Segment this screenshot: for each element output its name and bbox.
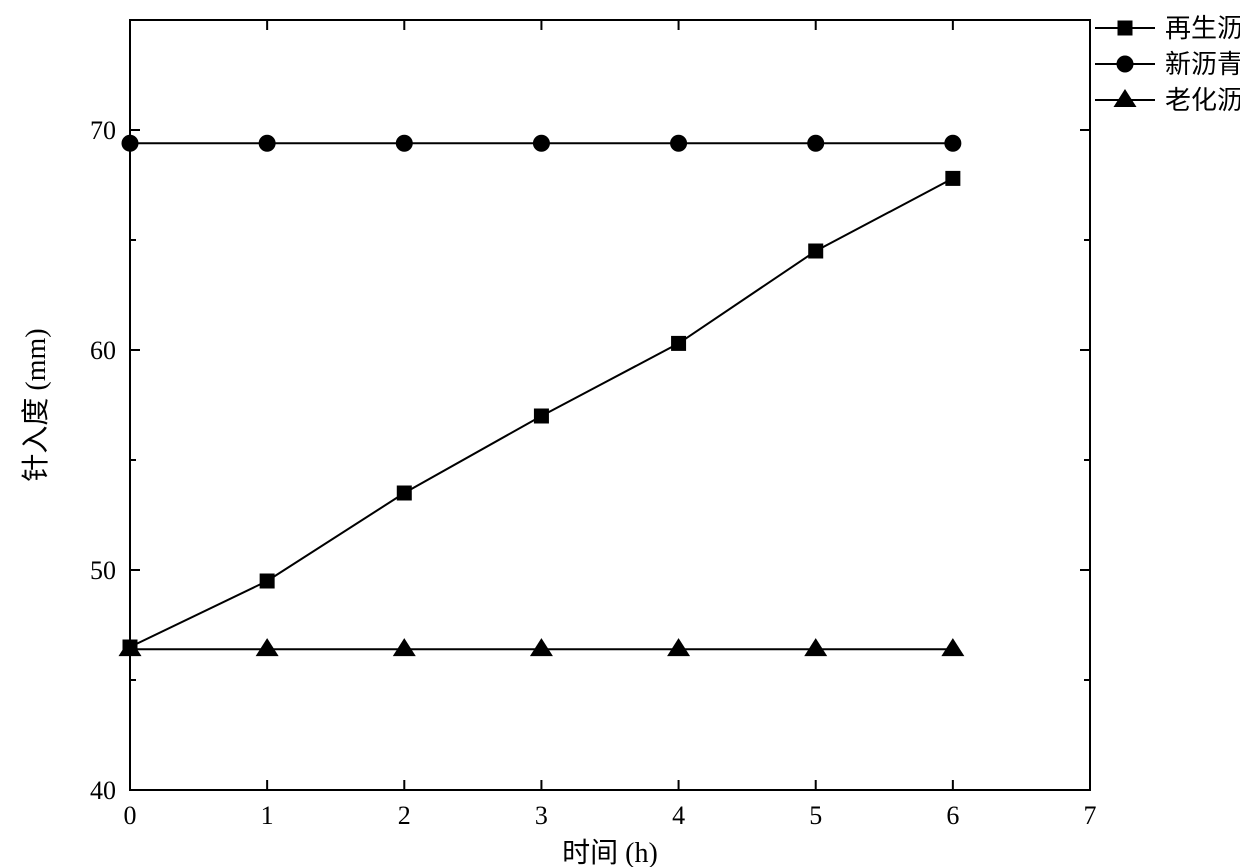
triangle-marker-icon — [668, 639, 689, 656]
triangle-marker-icon — [942, 639, 963, 656]
triangle-marker-icon — [531, 639, 552, 656]
x-tick-label: 5 — [809, 801, 822, 830]
legend-label: 再生沥青 — [1165, 14, 1240, 43]
circle-marker-icon — [808, 135, 824, 151]
x-axis-label: 时间 (h) — [562, 837, 658, 867]
x-tick-label: 2 — [398, 801, 411, 830]
circle-marker-icon — [671, 135, 687, 151]
x-tick-label: 3 — [535, 801, 548, 830]
square-marker-icon — [260, 574, 274, 588]
circle-marker-icon — [259, 135, 275, 151]
square-marker-icon — [809, 244, 823, 258]
legend-label: 老化沥青 — [1165, 86, 1240, 115]
line-chart: 0 1 2 3 4 5 6 7 时间 (h) 40 50 60 70 针入度 (mm) 再生沥青新沥青老化沥… — [0, 0, 1240, 867]
circle-marker-icon — [396, 135, 412, 151]
square-marker-icon — [397, 486, 411, 500]
y-tick-label: 60 — [90, 336, 116, 365]
x-tick-label: 1 — [261, 801, 274, 830]
x-tick-label: 6 — [946, 801, 959, 830]
circle-marker-icon — [122, 135, 138, 151]
triangle-marker-icon — [1114, 90, 1135, 107]
plot-area — [130, 20, 1090, 790]
triangle-marker-icon — [394, 639, 415, 656]
x-tick-label: 4 — [672, 801, 685, 830]
triangle-marker-icon — [805, 639, 826, 656]
series — [119, 639, 963, 656]
circle-marker-icon — [1117, 56, 1133, 72]
square-marker-icon — [534, 409, 548, 423]
y-axis-label: 针入度 (mm) — [20, 328, 52, 481]
chart-container: 0 1 2 3 4 5 6 7 时间 (h) 40 50 60 70 针入度 (mm) 再生沥青新沥青老化沥… — [0, 0, 1240, 867]
legend-label: 新沥青 — [1165, 50, 1240, 79]
series — [122, 135, 961, 151]
y-tick-label: 50 — [90, 556, 116, 585]
circle-marker-icon — [533, 135, 549, 151]
square-marker-icon — [946, 171, 960, 185]
y-tick-label: 70 — [90, 116, 116, 145]
triangle-marker-icon — [257, 639, 278, 656]
y-tick-label: 40 — [90, 776, 116, 805]
series — [123, 171, 960, 654]
circle-marker-icon — [945, 135, 961, 151]
square-marker-icon — [672, 336, 686, 350]
x-tick-label: 7 — [1084, 801, 1097, 830]
square-marker-icon — [1118, 21, 1132, 35]
x-tick-label: 0 — [124, 801, 137, 830]
